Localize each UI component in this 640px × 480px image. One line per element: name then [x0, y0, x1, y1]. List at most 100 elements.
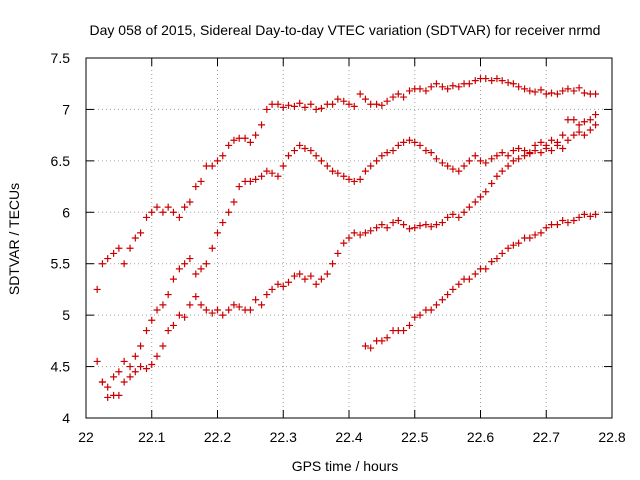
data-point — [465, 80, 473, 88]
data-point — [394, 90, 402, 98]
data-point — [208, 162, 216, 170]
x-tick-label: 22.1 — [138, 429, 165, 445]
data-point — [93, 357, 101, 365]
data-point — [142, 365, 150, 373]
data-point — [153, 352, 161, 360]
data-point — [432, 221, 440, 229]
data-point — [444, 162, 452, 170]
data-point — [329, 100, 337, 108]
data-point — [186, 301, 194, 309]
data-point — [192, 183, 200, 191]
data-point — [531, 88, 539, 96]
data-point — [225, 208, 233, 216]
y-tick-label: 5.5 — [51, 256, 71, 272]
data-point — [263, 167, 271, 175]
data-point — [312, 280, 320, 288]
data-point — [509, 80, 517, 88]
data-point — [537, 149, 545, 157]
data-point — [208, 309, 216, 317]
data-point — [225, 141, 233, 149]
data-point — [329, 167, 337, 175]
data-point — [383, 224, 391, 232]
data-point — [214, 306, 221, 314]
data-point — [394, 141, 402, 149]
data-point — [334, 95, 342, 103]
chart-title: Day 058 of 2015, Sidereal Day-to-day VTE… — [90, 22, 601, 38]
data-point — [455, 167, 463, 175]
data-point — [131, 352, 139, 360]
data-point — [345, 100, 353, 108]
data-point — [296, 270, 304, 278]
data-point — [559, 131, 567, 139]
data-point — [345, 175, 353, 183]
data-point — [340, 239, 348, 247]
data-point — [427, 83, 435, 91]
data-point — [252, 131, 260, 139]
data-point — [361, 95, 369, 103]
data-point — [422, 147, 430, 155]
data-point — [509, 157, 517, 165]
data-point — [181, 203, 189, 211]
data-point — [580, 89, 588, 97]
data-point — [241, 134, 249, 142]
data-point — [411, 138, 419, 146]
data-point — [455, 280, 463, 288]
data-point — [389, 93, 397, 101]
x-tick-label: 22.5 — [401, 429, 428, 445]
data-point — [296, 99, 304, 107]
data-point — [465, 157, 473, 165]
data-point — [164, 291, 172, 299]
data-point — [515, 155, 523, 163]
data-point — [329, 260, 337, 268]
data-point — [258, 172, 266, 180]
y-tick-label: 5 — [62, 307, 70, 323]
data-point — [285, 101, 293, 109]
data-point — [197, 301, 205, 309]
data-point — [438, 83, 446, 91]
data-point — [301, 275, 309, 283]
data-point — [356, 231, 364, 239]
data-point — [142, 327, 150, 335]
data-point — [411, 224, 419, 232]
data-point — [432, 80, 440, 88]
data-point — [268, 100, 276, 108]
data-point — [449, 285, 457, 293]
data-point — [202, 162, 210, 170]
data-point — [465, 275, 473, 283]
data-point — [477, 193, 484, 201]
data-point — [553, 141, 561, 149]
data-point — [580, 131, 588, 139]
data-point — [416, 141, 424, 149]
data-point — [126, 363, 134, 371]
data-point — [169, 275, 177, 283]
data-point — [394, 217, 402, 225]
data-point — [219, 311, 227, 319]
data-point — [153, 306, 161, 314]
data-point — [422, 221, 430, 229]
x-tick-label: 22.7 — [533, 429, 560, 445]
data-point — [564, 219, 572, 227]
y-tick-label: 6.5 — [51, 153, 71, 169]
y-tick-labels: 4 4.5 5 5.5 6 6.5 7 7.5 — [51, 50, 71, 426]
data-point — [373, 100, 381, 108]
data-point — [422, 87, 430, 95]
data-point — [356, 175, 364, 183]
data-point — [542, 90, 550, 98]
x-tick-label: 22.8 — [598, 429, 625, 445]
data-point — [246, 138, 254, 146]
data-point — [235, 134, 243, 142]
data-point — [126, 244, 134, 252]
data-point — [214, 229, 221, 237]
data-point — [389, 147, 397, 155]
data-point — [307, 272, 315, 280]
data-point — [460, 208, 468, 216]
data-point — [137, 363, 145, 371]
data-point — [164, 203, 172, 211]
data-point — [389, 219, 397, 227]
data-point — [285, 152, 293, 160]
data-point — [526, 150, 534, 158]
data-point — [471, 152, 479, 160]
data-point — [592, 210, 600, 218]
data-point — [110, 373, 118, 381]
data-point — [235, 303, 243, 311]
